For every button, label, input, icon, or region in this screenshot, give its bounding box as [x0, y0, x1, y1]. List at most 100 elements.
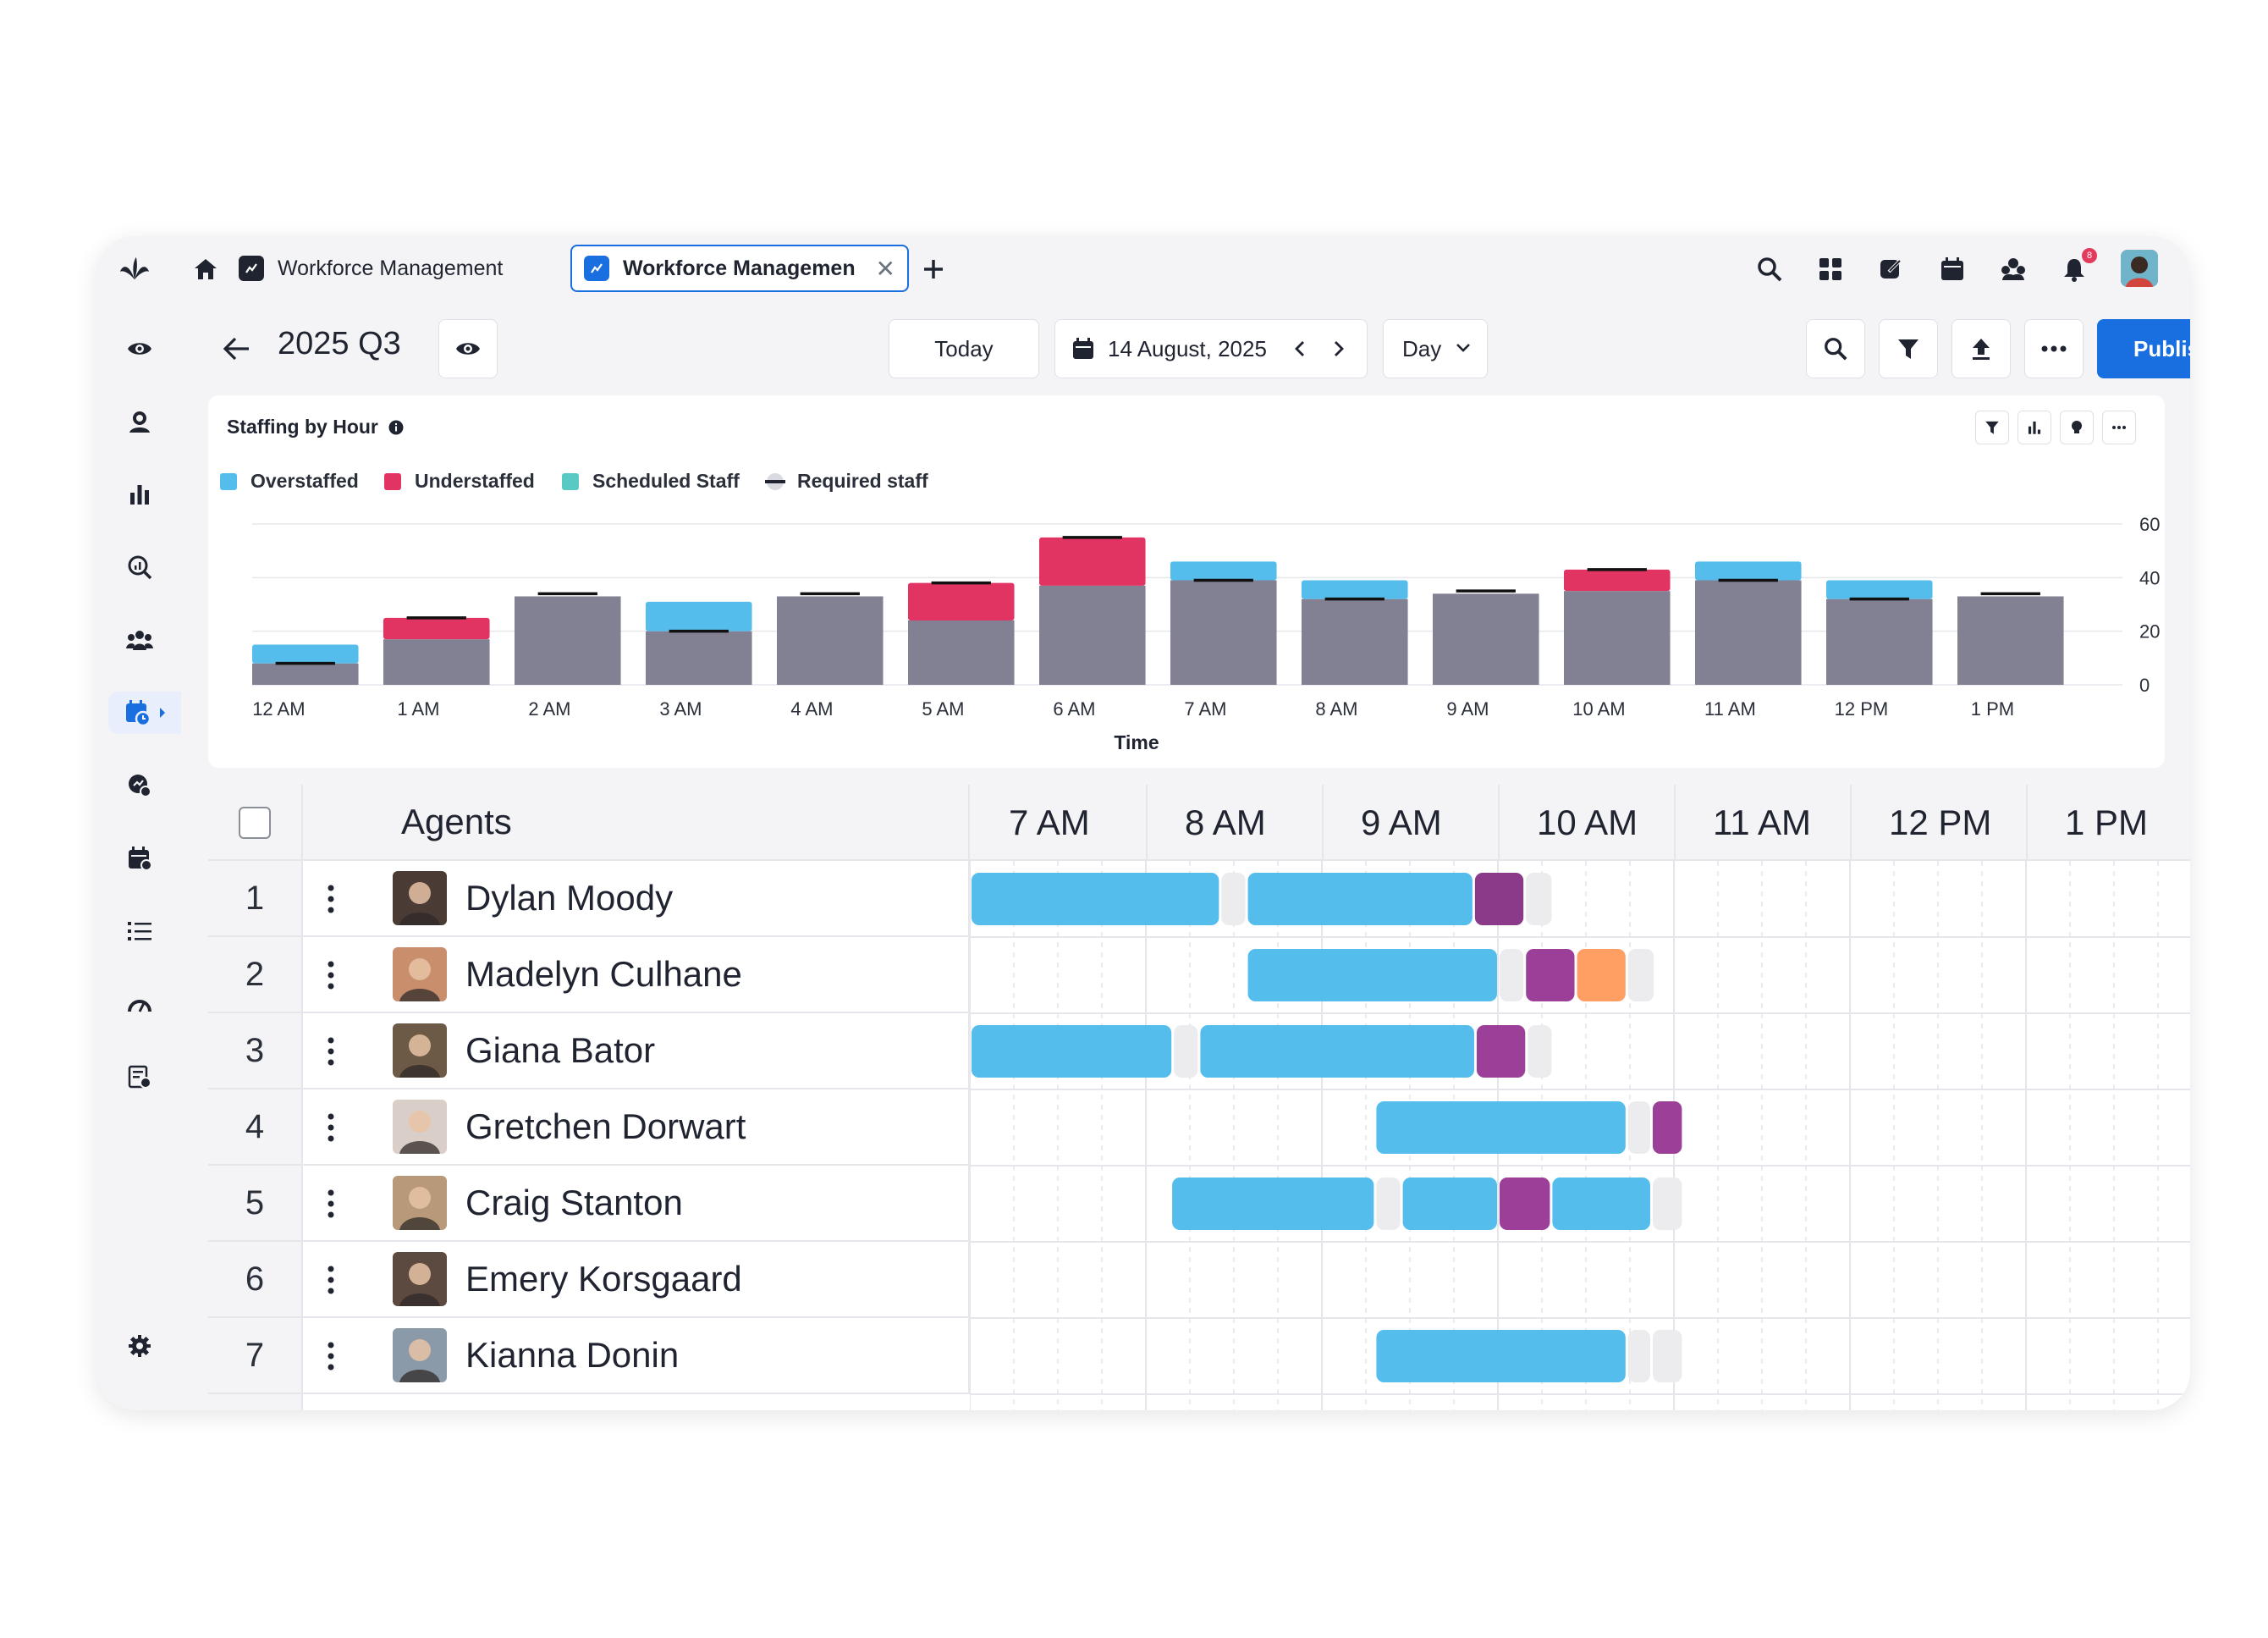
- select-all-checkbox[interactable]: [239, 807, 271, 839]
- chart-insights-button[interactable]: [2060, 411, 2094, 444]
- bar-scheduled-staff[interactable]: [646, 631, 752, 685]
- shift-segment-idle[interactable]: [1221, 873, 1246, 925]
- nav-list-icon[interactable]: [118, 910, 161, 952]
- shift-segment-idle[interactable]: [1652, 1330, 1682, 1382]
- bar-scheduled-staff[interactable]: [1826, 598, 1933, 685]
- previous-date-chevron-icon[interactable]: [1291, 339, 1309, 365]
- agent-row[interactable]: 1 Dylan Moody: [208, 861, 970, 937]
- nav-analytics-bar-chart-icon[interactable]: [118, 473, 161, 516]
- compose-icon[interactable]: [1875, 253, 1907, 285]
- agent-name[interactable]: Emery Korsgaard: [465, 1259, 742, 1299]
- nav-agent-icon[interactable]: [118, 400, 161, 443]
- shift-segment-work[interactable]: [1376, 1101, 1626, 1154]
- legend-understaffed[interactable]: Understaffed: [384, 470, 535, 493]
- shift-segment-work[interactable]: [1172, 1177, 1374, 1230]
- shift-segment-work[interactable]: [1200, 1025, 1474, 1078]
- bar-scheduled-staff[interactable]: [1433, 593, 1539, 685]
- agent-name[interactable]: Craig Stanton: [465, 1183, 683, 1222]
- apps-grid-icon[interactable]: [1814, 253, 1847, 285]
- nav-performance-gauge-icon[interactable]: [118, 983, 161, 1025]
- nav-visibility-eye-icon[interactable]: [118, 328, 161, 370]
- agent-row[interactable]: 4 Gretchen Dorwart: [208, 1089, 970, 1166]
- nav-calendar-settings-icon[interactable]: [118, 837, 161, 880]
- row-menu-kebab-icon[interactable]: [327, 961, 335, 990]
- legend-scheduled-staff[interactable]: Scheduled Staff: [562, 470, 740, 493]
- tab-workforce-management-active[interactable]: Workforce Managemen ✕: [570, 245, 909, 292]
- shift-segment-idle[interactable]: [1376, 1177, 1401, 1230]
- shift-segment-work[interactable]: [1552, 1177, 1650, 1230]
- shift-segment-work[interactable]: [972, 873, 1219, 925]
- shift-segment-idle[interactable]: [1528, 1025, 1552, 1078]
- nav-report-settings-icon[interactable]: [118, 1056, 161, 1098]
- back-arrow-icon[interactable]: [220, 333, 252, 365]
- bar-overstaffed[interactable]: [1170, 561, 1277, 581]
- shift-segment-idle[interactable]: [1500, 949, 1524, 1001]
- shift-segment-break[interactable]: [1526, 949, 1575, 1001]
- bar-scheduled-staff[interactable]: [252, 663, 359, 685]
- tab-workforce-management[interactable]: Workforce Management: [239, 245, 503, 292]
- user-avatar[interactable]: [2121, 250, 2158, 287]
- row-menu-kebab-icon[interactable]: [327, 1113, 335, 1142]
- shift-segment-idle[interactable]: [1627, 949, 1654, 1001]
- bar-scheduled-staff[interactable]: [1957, 596, 2064, 686]
- nav-schedule-active-icon[interactable]: [108, 692, 188, 734]
- shift-segment-work[interactable]: [1402, 1177, 1497, 1230]
- shift-segment-idle[interactable]: [1627, 1101, 1650, 1154]
- nav-forecast-icon[interactable]: [118, 764, 161, 807]
- agent-name[interactable]: Giana Bator: [465, 1030, 656, 1070]
- shift-segment-idle[interactable]: [1526, 873, 1552, 925]
- bar-understaffed[interactable]: [1564, 569, 1671, 592]
- today-button[interactable]: Today: [889, 319, 1039, 378]
- shift-segment-break[interactable]: [1652, 1101, 1682, 1154]
- bar-scheduled-staff[interactable]: [1302, 598, 1408, 685]
- bar-understaffed[interactable]: [383, 617, 490, 640]
- bar-scheduled-staff[interactable]: [1170, 580, 1277, 686]
- shift-segment-work[interactable]: [1376, 1330, 1626, 1382]
- agent-row[interactable]: 7 Kianna Donin: [208, 1318, 970, 1394]
- nav-search-analytics-icon[interactable]: [118, 546, 161, 588]
- search-button[interactable]: [1806, 319, 1865, 378]
- agents-column-header[interactable]: Agents: [401, 802, 512, 841]
- row-menu-kebab-icon[interactable]: [327, 1266, 335, 1294]
- next-date-chevron-icon[interactable]: [1329, 339, 1348, 365]
- calendar-icon[interactable]: [1936, 253, 1968, 285]
- bar-scheduled-staff[interactable]: [777, 596, 884, 686]
- notifications-bell-icon[interactable]: 8: [2058, 248, 2097, 285]
- bar-understaffed[interactable]: [908, 582, 1015, 620]
- shift-segment-work[interactable]: [972, 1025, 1172, 1078]
- agent-row[interactable]: 6 Emery Korsgaard: [208, 1242, 970, 1318]
- agent-name[interactable]: Dylan Moody: [465, 878, 674, 918]
- view-toggle-eye-button[interactable]: [438, 319, 498, 378]
- view-mode-select[interactable]: Day: [1383, 319, 1488, 378]
- agent-name[interactable]: Gretchen Dorwart: [465, 1106, 746, 1146]
- settings-gear-icon[interactable]: [118, 1325, 161, 1367]
- chart-more-button[interactable]: [2102, 411, 2136, 444]
- bar-scheduled-staff[interactable]: [1039, 585, 1146, 685]
- info-icon[interactable]: [388, 420, 404, 435]
- shift-segment-work[interactable]: [1247, 949, 1497, 1001]
- shift-segment-lunch[interactable]: [1577, 949, 1626, 1001]
- filter-button[interactable]: [1879, 319, 1938, 378]
- row-menu-kebab-icon[interactable]: [327, 1342, 335, 1371]
- home-icon[interactable]: [190, 253, 222, 285]
- shift-segment-break[interactable]: [1476, 1025, 1526, 1078]
- agent-row[interactable]: 3 Giana Bator: [208, 1013, 970, 1089]
- bar-understaffed[interactable]: [1039, 537, 1146, 586]
- more-options-button[interactable]: [2024, 319, 2084, 378]
- row-menu-kebab-icon[interactable]: [327, 1037, 335, 1066]
- bar-scheduled-staff[interactable]: [908, 620, 1015, 685]
- publish-button[interactable]: Publish: [2097, 319, 2190, 378]
- bar-scheduled-staff[interactable]: [1564, 591, 1671, 685]
- shift-segment-idle[interactable]: [1174, 1025, 1198, 1078]
- bar-scheduled-staff[interactable]: [1695, 580, 1802, 686]
- bar-scheduled-staff[interactable]: [383, 639, 490, 685]
- nav-teams-icon[interactable]: [118, 619, 161, 661]
- bar-overstaffed[interactable]: [1695, 561, 1802, 581]
- export-button[interactable]: [1951, 319, 2011, 378]
- chart-type-button[interactable]: [2018, 411, 2051, 444]
- new-tab-plus-icon[interactable]: [917, 253, 950, 285]
- shift-segment-break[interactable]: [1474, 873, 1524, 925]
- agent-name[interactable]: Kianna Donin: [465, 1335, 680, 1375]
- agent-name[interactable]: Madelyn Culhane: [465, 954, 742, 994]
- shift-segment-idle[interactable]: [1627, 1330, 1650, 1382]
